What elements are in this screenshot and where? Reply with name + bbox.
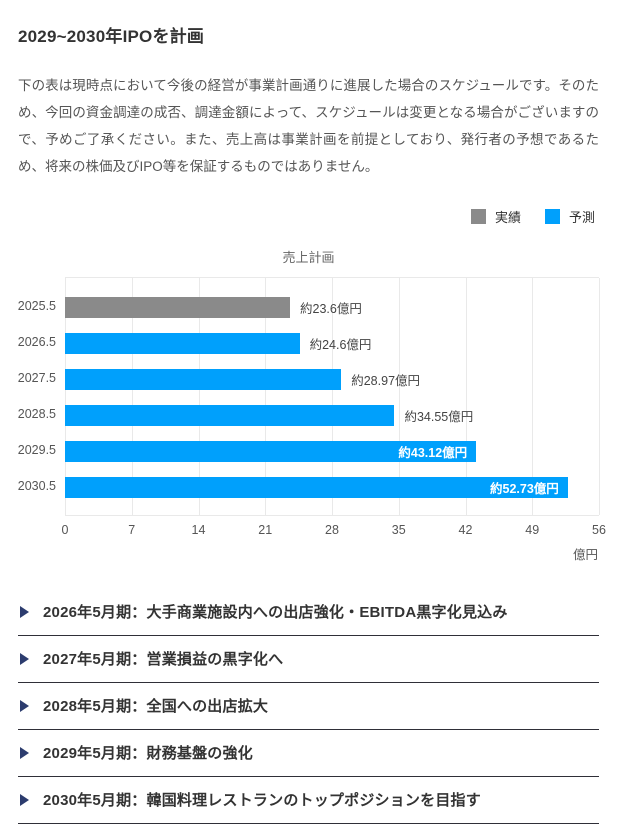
bar-2028.5	[65, 404, 395, 426]
milestone-text: 2030年5月期：韓国料理レストランのトップポジションを目指す	[43, 792, 481, 809]
bar-2025.5	[65, 296, 291, 318]
axis-tick-label: 42	[458, 523, 473, 537]
axis-tick-label: 56	[592, 523, 606, 537]
bar-value-label: 約24.6億円	[309, 337, 372, 352]
axis-tick-label: 28	[325, 523, 339, 537]
category-label: 2029.5	[17, 443, 56, 457]
gridline	[465, 278, 467, 515]
gridline	[65, 278, 66, 515]
gridline	[532, 278, 534, 515]
chart-row: 約52.73億円	[65, 469, 599, 505]
milestone-text: 2028年5月期：全国への出店拡大	[43, 698, 269, 715]
chart-row: 約43.12億円	[65, 433, 599, 469]
bar-value-label: 約23.6億円	[300, 301, 362, 316]
milestone-item-2028[interactable]: 2028年5月期：全国への出店拡大	[18, 683, 599, 730]
category-label: 2026.5	[17, 335, 56, 349]
milestone-list: 2026年5月期：大手商業施設内への出店強化・EBITDA黒字化見込み 2027…	[18, 589, 599, 824]
chart-row: 約34.55億円	[65, 397, 599, 433]
bar-value-label: 約28.97億円	[351, 373, 421, 388]
axis-tick-label: 0	[61, 523, 69, 537]
chart-row: 約23.6億円	[65, 289, 599, 325]
axis-tick-label: 49	[525, 523, 540, 537]
bar-value-label: 約52.73億円	[490, 481, 559, 496]
milestone-item-2030[interactable]: 2030年5月期：韓国料理レストランのトップポジションを目指す	[18, 777, 599, 824]
milestone-item-2026[interactable]: 2026年5月期：大手商業施設内への出店強化・EBITDA黒字化見込み	[18, 589, 599, 636]
legend-swatch-forecast-icon	[544, 209, 560, 224]
bar-value-label: 約34.55億円	[404, 409, 474, 424]
axis-tick-label: 35	[391, 523, 406, 537]
axis-unit-label: 億円	[572, 548, 598, 562]
milestone-text: 2029年5月期：財務基盤の強化	[43, 745, 253, 762]
triangle-bullet-icon	[20, 652, 29, 665]
category-axis: 2025.5 2026.5 2027.5 2028.5 2029.5 2030.5	[18, 277, 65, 516]
triangle-bullet-icon	[20, 699, 29, 712]
milestone-item-2027[interactable]: 2027年5月期：営業損益の黒字化へ	[18, 636, 599, 683]
gridline	[265, 278, 267, 515]
bar-2029.5: 約43.12億円	[65, 440, 477, 462]
chart-legend: 実績 予測	[18, 207, 599, 226]
bar-2026.5	[65, 332, 300, 354]
milestone-item-2029[interactable]: 2029年5月期：財務基盤の強化	[18, 730, 599, 777]
intro-paragraph: 下の表は現時点において今後の経営が事業計画通りに進展した場合のスケジュールです。…	[18, 78, 599, 174]
milestone-text: 2027年5月期：営業損益の黒字化へ	[43, 651, 284, 668]
axis-tick-label: 7	[128, 523, 136, 537]
legend-item-forecast: 予測	[544, 207, 595, 226]
plot-area: 約23.6億円約24.6億円約28.97億円約34.55億円約43.12億円約5…	[65, 277, 600, 516]
page-title: 2029~2030年IPOを計画	[18, 27, 205, 46]
chart-row: 約28.97億円	[65, 361, 599, 397]
bar-value-label: 約43.12億円	[398, 445, 468, 460]
axis-tick-label: 21	[258, 523, 273, 537]
category-label: 2025.5	[17, 299, 56, 313]
legend-item-actual: 実績	[470, 207, 521, 226]
milestone-text: 2026年5月期：大手商業施設内への出店強化・EBITDA黒字化見込み	[43, 604, 508, 621]
gridline	[131, 278, 133, 515]
category-label: 2030.5	[17, 479, 56, 493]
category-label: 2028.5	[17, 407, 56, 421]
gridline	[398, 278, 400, 515]
gridline	[332, 278, 333, 515]
legend-label-forecast: 予測	[568, 210, 595, 225]
sales-plan-chart: 2025.5 2026.5 2027.5 2028.5 2029.5 2030.5 約23…	[18, 277, 606, 563]
bar-2030.5: 約52.73億円	[65, 476, 568, 498]
axis-tick-label: 14	[191, 523, 206, 537]
value-axis: 0 7 14 21 28 35 42 49 56	[61, 521, 606, 541]
bar-2027.5	[65, 368, 342, 390]
legend-swatch-actual-icon	[470, 209, 486, 224]
category-label: 2027.5	[17, 371, 56, 385]
triangle-bullet-icon	[20, 605, 29, 618]
legend-label-actual: 実績	[494, 210, 521, 225]
triangle-bullet-icon	[20, 746, 29, 759]
gridline	[599, 278, 600, 515]
gridline	[198, 278, 200, 515]
chart-row: 約24.6億円	[65, 325, 599, 361]
chart-title: 売上計画	[282, 250, 335, 265]
triangle-bullet-icon	[20, 793, 29, 806]
